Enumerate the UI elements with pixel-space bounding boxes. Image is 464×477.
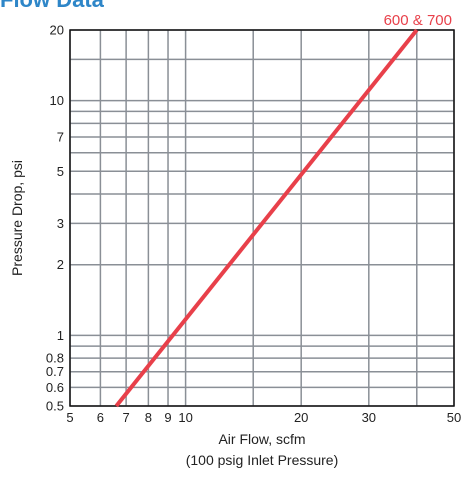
series-label: 600 & 700 bbox=[384, 12, 452, 29]
y-tick-label: 0.5 bbox=[46, 399, 64, 414]
y-tick-label: 3 bbox=[57, 216, 64, 231]
y-axis-label: Pressure Drop, psi bbox=[9, 160, 25, 276]
y-tick-label: 5 bbox=[57, 164, 64, 179]
series-line bbox=[114, 28, 419, 408]
y-tick-label: 0.7 bbox=[46, 364, 64, 379]
x-axis-label: Air Flow, scfm bbox=[218, 431, 305, 447]
x-tick-label: 30 bbox=[362, 410, 376, 425]
y-tick-label: 0.8 bbox=[46, 351, 64, 366]
x-tick-label: 5 bbox=[66, 410, 73, 425]
y-tick-label: 2 bbox=[57, 257, 64, 272]
y-tick-label: 0.6 bbox=[46, 380, 64, 395]
y-tick-label: 20 bbox=[50, 23, 64, 38]
y-tick-label: 7 bbox=[57, 130, 64, 145]
tick-labels: 5 6 7 8 9 10 20 30 50 0.5 0.60.70.8 1 2 3 5 7 10 20 bbox=[46, 23, 461, 426]
plot-frame bbox=[69, 29, 455, 407]
x-tick-label: 20 bbox=[294, 410, 308, 425]
y-tick-label: 10 bbox=[50, 93, 64, 108]
page-title: Flow Data bbox=[0, 0, 104, 13]
x-tick-label: 10 bbox=[178, 410, 192, 425]
x-tick-label: 8 bbox=[145, 410, 152, 425]
series-layer bbox=[114, 28, 419, 408]
y-tick-label: 1 bbox=[57, 328, 64, 343]
x-axis-sublabel: (100 psig Inlet Pressure) bbox=[186, 452, 339, 468]
x-tick-label: 6 bbox=[97, 410, 104, 425]
grid bbox=[69, 29, 455, 407]
x-tick-label: 50 bbox=[447, 410, 461, 425]
x-tick-label: 9 bbox=[164, 410, 171, 425]
x-tick-label: 7 bbox=[122, 410, 129, 425]
